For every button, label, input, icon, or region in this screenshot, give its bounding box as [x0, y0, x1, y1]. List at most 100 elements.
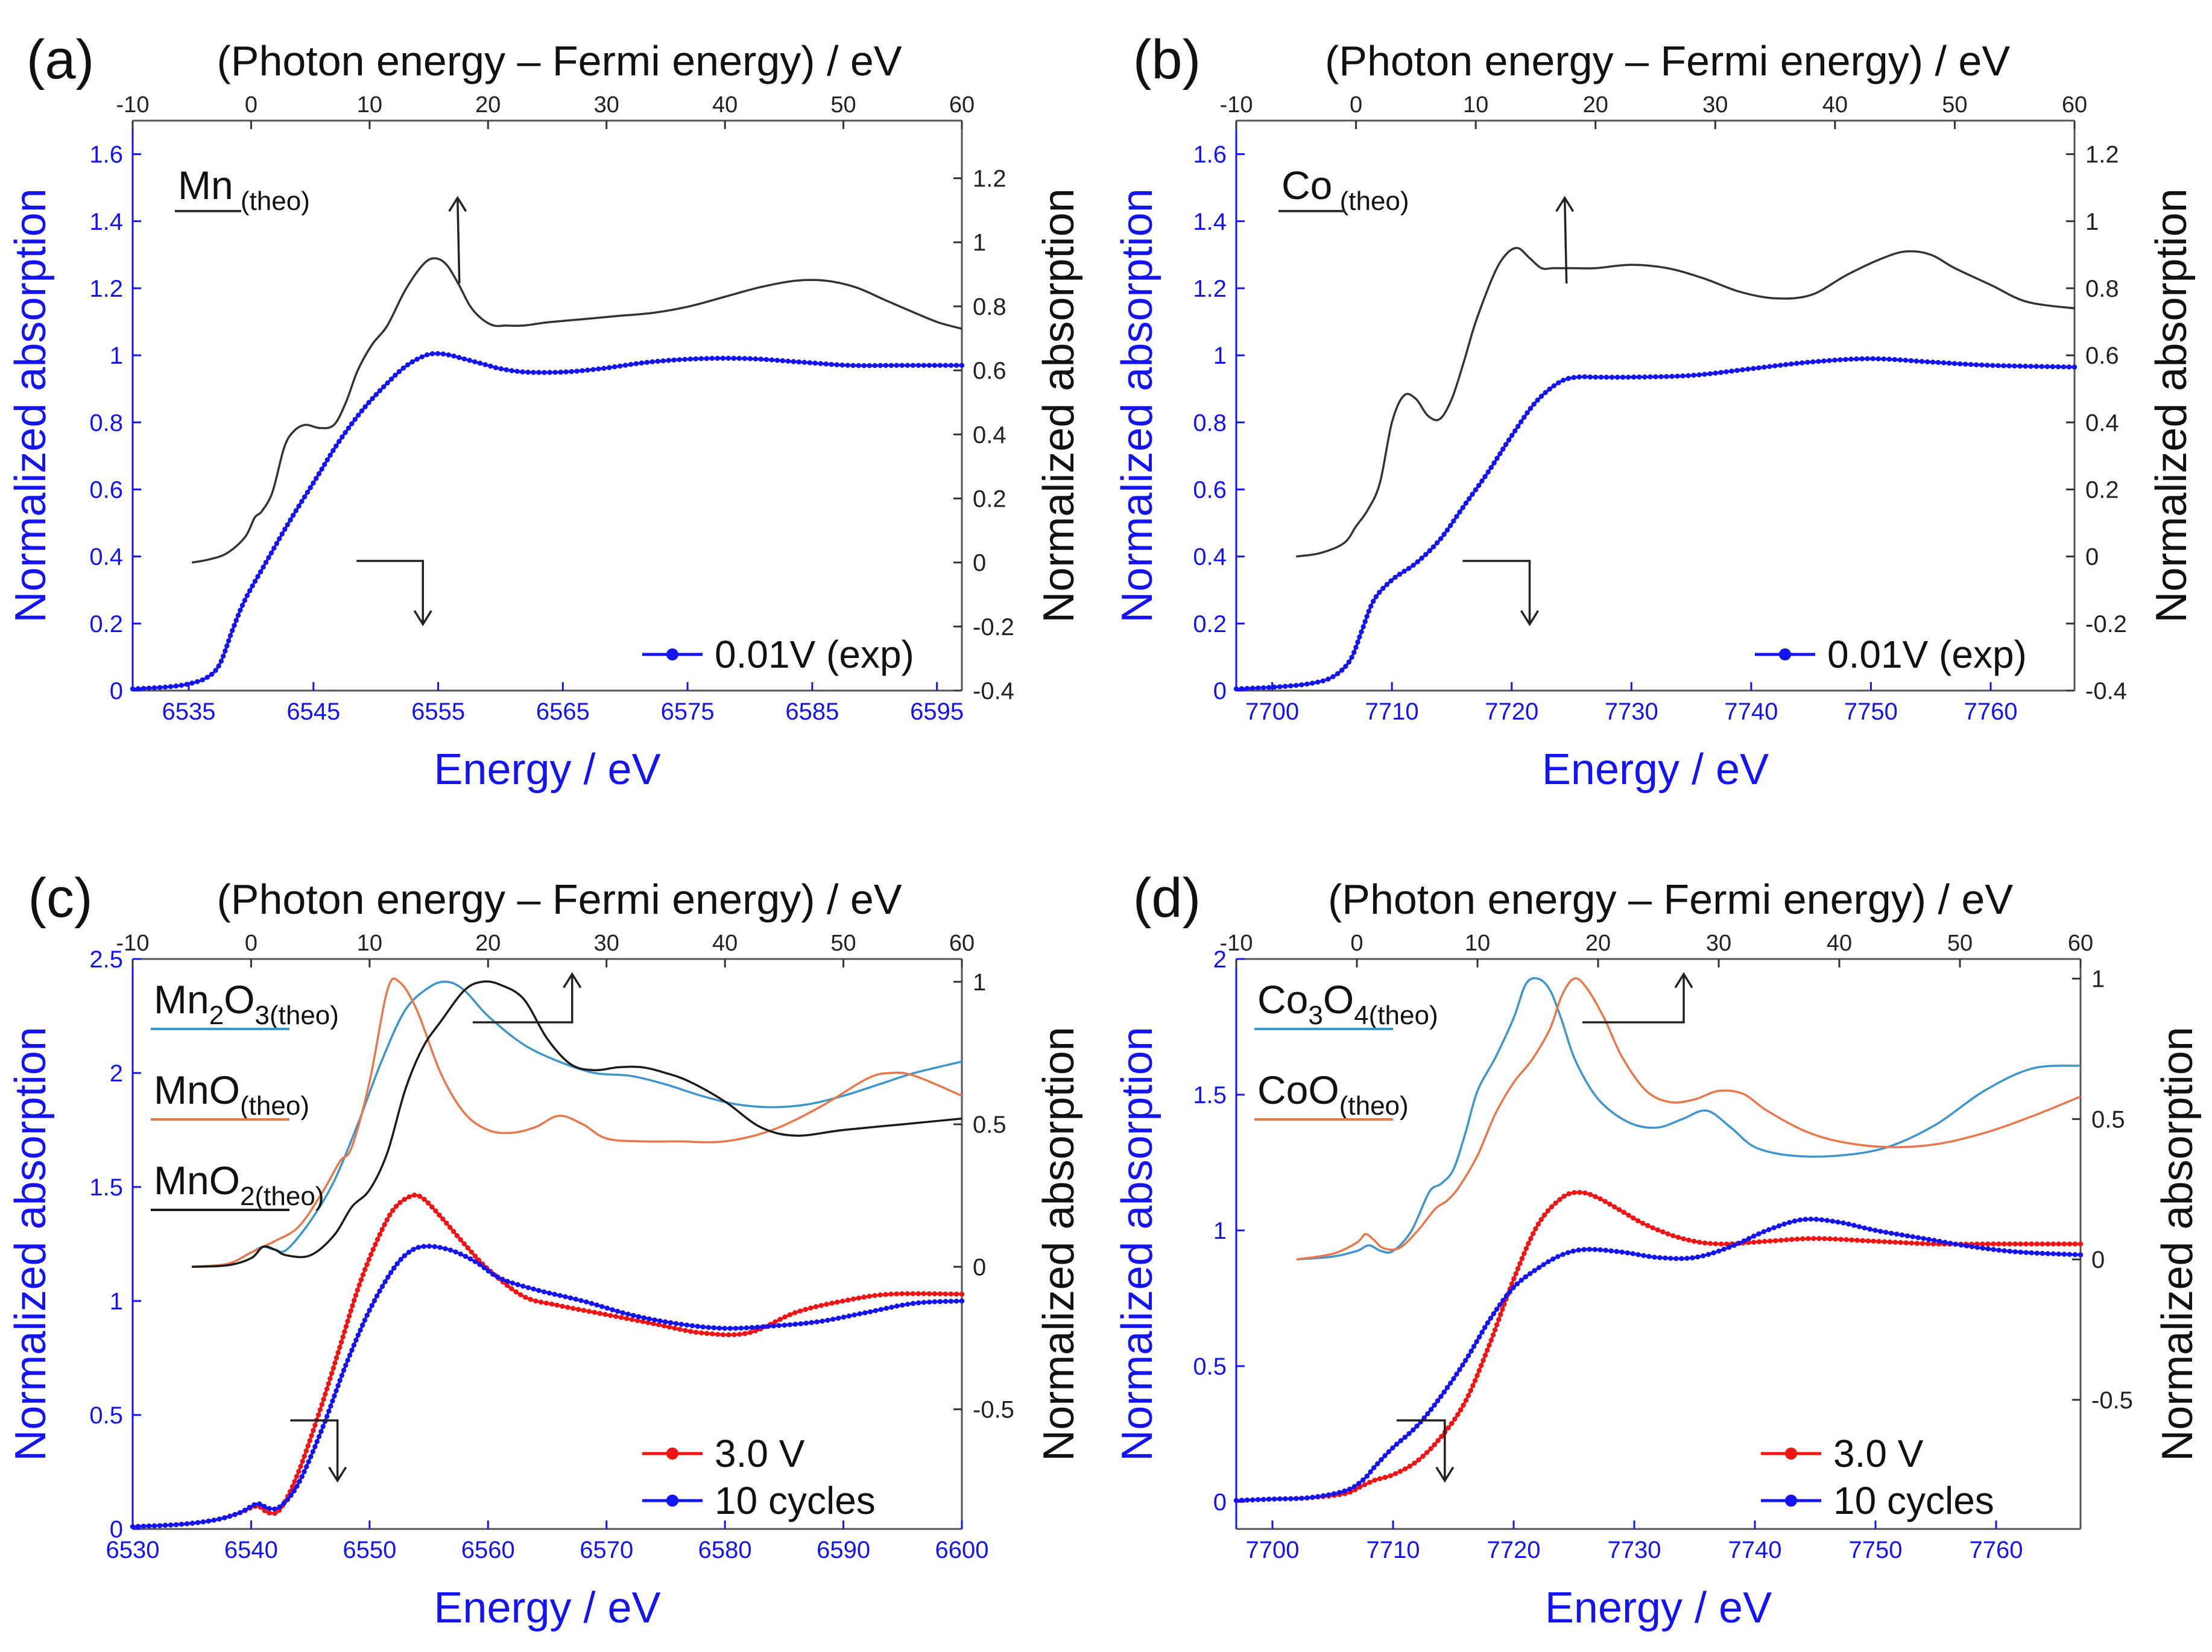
data-point	[1482, 473, 1488, 479]
data-point	[1648, 374, 1653, 379]
data-point	[349, 421, 355, 426]
data-point	[279, 531, 285, 537]
data-point	[457, 355, 462, 360]
legend-label: 3.0 V	[1833, 1432, 1924, 1475]
data-point	[1664, 374, 1669, 379]
data-point	[1608, 1248, 1614, 1254]
data-point	[2056, 1252, 2062, 1257]
data-point	[1288, 683, 1294, 689]
data-point	[2044, 364, 2050, 369]
data-point	[432, 1244, 437, 1250]
top-tick-label: 50	[1947, 931, 1973, 956]
data-point	[1841, 1220, 1846, 1226]
data-point	[324, 1386, 330, 1392]
data-point	[1423, 552, 1429, 557]
data-point	[482, 362, 488, 367]
data-point	[883, 1306, 889, 1311]
data-point	[498, 366, 504, 372]
data-point	[948, 362, 954, 368]
data-point	[1250, 685, 1256, 691]
data-point	[1448, 1381, 1453, 1386]
data-point	[1830, 1218, 1835, 1224]
data-point	[721, 1332, 726, 1338]
data-point	[1800, 1236, 1806, 1242]
top-tick-label: 40	[712, 931, 738, 956]
data-point	[238, 607, 243, 613]
data-point	[1985, 1246, 1991, 1252]
arrow-shaft	[1462, 560, 1531, 624]
data-point	[1621, 1209, 1626, 1215]
data-point	[189, 680, 195, 686]
data-point	[1288, 1496, 1294, 1502]
data-point	[1953, 1241, 1959, 1247]
data-point	[355, 1332, 361, 1338]
data-point	[1392, 575, 1398, 580]
data-point	[1726, 1244, 1732, 1250]
data-point	[1479, 1329, 1485, 1335]
panel-label: (a)	[27, 29, 94, 90]
data-point	[1488, 1315, 1493, 1321]
data-point	[458, 1252, 464, 1257]
data-point	[1795, 1236, 1800, 1242]
data-point	[328, 1404, 333, 1409]
arrow-down-icon	[1520, 610, 1539, 627]
data-point	[135, 1524, 141, 1529]
data-point	[2072, 1241, 2078, 1247]
data-point	[1762, 364, 1767, 370]
data-point	[1553, 1200, 1558, 1206]
y-left-tick-label: 0.8	[89, 410, 123, 436]
data-point	[552, 370, 558, 375]
x-tick-label: 6575	[661, 698, 715, 725]
data-point	[727, 1326, 733, 1331]
data-point	[1951, 361, 1958, 366]
series-0-01v-exp-markers	[130, 351, 965, 692]
data-point	[1660, 1229, 1666, 1235]
data-point	[2012, 363, 2017, 369]
data-point	[1827, 358, 1832, 363]
data-point	[1695, 1254, 1701, 1260]
data-point	[1620, 375, 1626, 380]
data-point	[370, 396, 375, 401]
data-point	[1827, 1236, 1833, 1242]
data-point	[1797, 1217, 1803, 1223]
data-point	[1472, 1378, 1478, 1384]
data-point	[518, 1292, 523, 1297]
y-right-tick-label: 0	[973, 550, 986, 577]
y-left-tick-label: 1.5	[1193, 1082, 1227, 1109]
data-point	[299, 499, 305, 504]
data-point	[230, 628, 235, 633]
data-point	[773, 1319, 778, 1324]
data-point	[1531, 402, 1537, 407]
data-point	[894, 1303, 900, 1309]
data-point	[1819, 1217, 1825, 1223]
legend-label: 10 cycles	[715, 1479, 876, 1522]
data-point	[309, 1432, 314, 1438]
data-point	[1261, 685, 1266, 691]
data-point	[1625, 1250, 1630, 1256]
data-point	[388, 1270, 394, 1276]
data-point	[1844, 1237, 1849, 1242]
data-point	[406, 1194, 412, 1200]
data-point	[932, 362, 938, 368]
data-point	[915, 1300, 921, 1306]
data-point	[542, 1289, 547, 1294]
data-point	[926, 1291, 932, 1297]
data-point	[644, 359, 650, 365]
data-point	[1991, 1241, 1996, 1247]
data-point	[447, 1247, 453, 1253]
data-point	[520, 369, 525, 375]
y-left-tick-label: 2	[1213, 946, 1227, 973]
data-point	[1792, 1218, 1798, 1224]
top-tick-label: 30	[1702, 92, 1728, 118]
data-point	[2040, 1241, 2045, 1247]
data-point	[1886, 356, 1892, 362]
top-tick-label: 0	[245, 931, 258, 956]
data-point	[1756, 365, 1762, 371]
data-point	[377, 1232, 382, 1237]
legend-marker	[1785, 1495, 1797, 1507]
data-point	[1668, 1256, 1673, 1261]
theo-label-sub: (theo)	[1332, 186, 1409, 216]
data-point	[252, 578, 258, 584]
data-point	[1650, 1225, 1655, 1230]
y-left-tick-label: 0	[1213, 1489, 1227, 1516]
